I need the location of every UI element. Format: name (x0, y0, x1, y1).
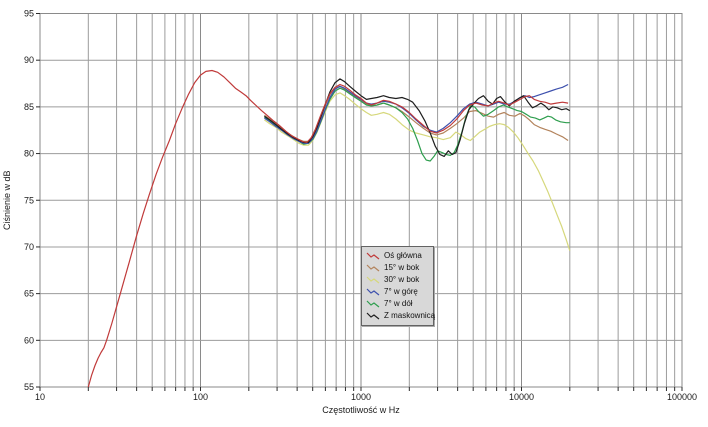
legend-line-swatch (366, 312, 380, 320)
series-7° w górę (264, 83, 569, 144)
legend-label: 30° w bok (384, 275, 420, 284)
series-Oś główna (87, 69, 569, 388)
series-7° w dół (264, 87, 570, 162)
x-axis-title: Częstotliwość w Hz (322, 405, 400, 415)
legend-label: 15° w bok (384, 263, 420, 272)
y-axis-title: Ciśnienie w dB (2, 170, 12, 230)
x-tick-label: 1000 (351, 392, 371, 402)
x-tick-label: 100000 (667, 392, 697, 402)
legend-item-30-w-bok: 30° w bok (366, 274, 428, 286)
legend-item-7-w-dol: 7° w dół (366, 298, 428, 310)
legend-item-z-maskownica: Z maskownicą (366, 310, 435, 322)
x-tick-label: 10000 (509, 392, 534, 402)
legend-label: 7° w dół (384, 299, 413, 308)
legend-line-swatch (366, 276, 380, 284)
series-lines (87, 69, 571, 388)
legend-item-os-glowna: Oś główna (366, 250, 428, 262)
legend-line-swatch (366, 264, 380, 272)
legend-line-swatch (366, 300, 380, 308)
x-tick-label: 10 (35, 392, 45, 402)
legend-label: Z maskownicą (384, 311, 436, 320)
x-tick-label: 100 (193, 392, 208, 402)
axis-ticks: 10 100 1000 10000 100000 55 60 65 70 75 80 85 90 95 (24, 9, 697, 403)
y-tick-label: 55 (24, 382, 34, 392)
y-tick-label: 60 (24, 335, 34, 345)
y-tick-label: 65 (24, 289, 34, 299)
y-tick-label: 80 (24, 149, 34, 159)
legend-label: 7° w górę (384, 287, 418, 296)
legend-item-7-w-gore: 7° w górę (366, 286, 428, 298)
legend-line-swatch (366, 288, 380, 296)
y-tick-label: 85 (24, 102, 34, 112)
y-tick-label: 75 (24, 195, 34, 205)
y-tick-label: 90 (24, 55, 34, 65)
legend: Oś główna 15° w bok 30° w bok 7° w górę … (361, 246, 435, 326)
legend-label: Oś główna (384, 251, 422, 260)
series-30° w bok (264, 92, 571, 251)
legend-item-15-w-bok: 15° w bok (366, 262, 428, 274)
y-tick-label: 95 (24, 9, 34, 19)
y-tick-label: 70 (24, 242, 34, 252)
series-Z maskownicą (264, 78, 571, 157)
legend-line-swatch (366, 252, 380, 260)
